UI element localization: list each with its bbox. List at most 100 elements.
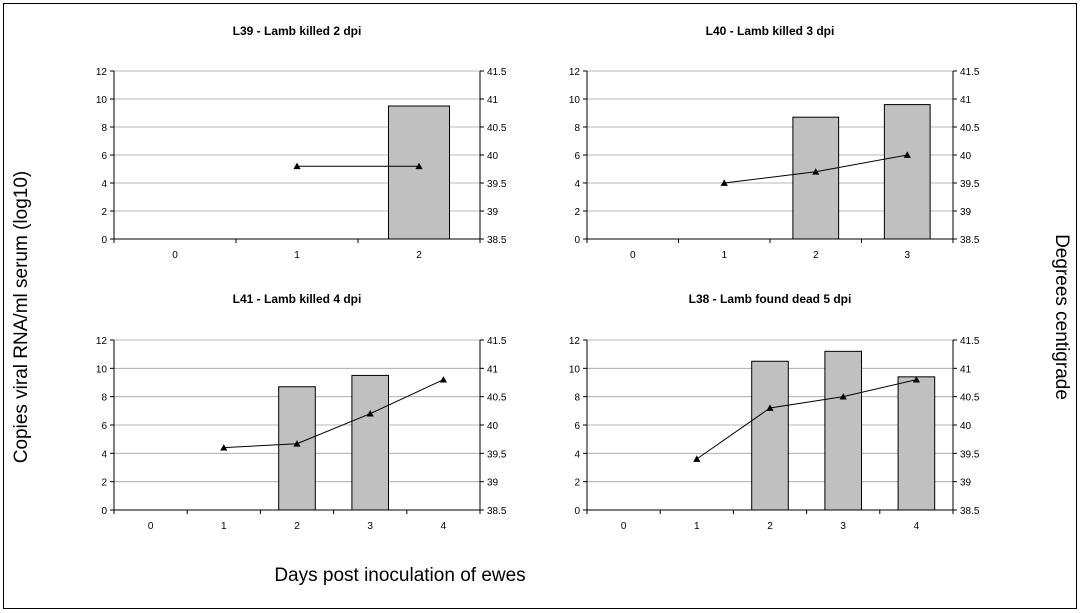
y-tick-label: 12 — [96, 67, 108, 78]
y-tick-label: 0 — [574, 235, 580, 246]
y-tick-label: 8 — [574, 123, 580, 134]
y2-tick-label: 39 — [487, 207, 499, 218]
chart-panel-2: L40 - Lamb killed 3 dpi02468101238.53939… — [569, 24, 980, 261]
temperature-point — [366, 410, 374, 417]
y-tick-label: 6 — [101, 151, 107, 162]
temperature-line — [223, 379, 444, 449]
y-tick-label: 8 — [101, 393, 107, 404]
figure-frame — [3, 3, 1077, 609]
y-tick-label: 10 — [569, 95, 581, 106]
y2-tick-label: 40 — [960, 151, 972, 162]
y2-tick-label: 38.5 — [487, 235, 507, 246]
y2-tick-label: 39 — [960, 207, 972, 218]
y2-tick-label: 40.5 — [487, 123, 507, 134]
y2-tick-label: 38.5 — [487, 506, 507, 517]
y2-tick-label: 41 — [487, 364, 499, 375]
x-tick-label: 3 — [367, 521, 373, 532]
y-tick-label: 6 — [574, 151, 580, 162]
y2-tick-label: 40.5 — [960, 123, 980, 134]
y2-tick-label: 40 — [487, 421, 499, 432]
y2-tick-label: 40.5 — [960, 393, 980, 404]
y2-tick-label: 39.5 — [960, 179, 980, 190]
x-tick-label: 1 — [694, 521, 700, 532]
y-tick-label: 0 — [574, 506, 580, 517]
y-tick-label: 10 — [96, 364, 108, 375]
x-tick-label: 2 — [416, 250, 422, 261]
temperature-point — [912, 376, 920, 383]
bar — [351, 374, 389, 511]
bar — [751, 360, 789, 511]
temperature-point — [839, 393, 847, 400]
x-tick-label: 1 — [221, 521, 227, 532]
y-tick-label: 0 — [101, 506, 107, 517]
temperature-point — [293, 440, 301, 447]
chart-panel-1: L39 - Lamb killed 2 dpi02468101238.53939… — [96, 24, 507, 261]
y-tick-label: 4 — [574, 449, 580, 460]
y-tick-label: 4 — [574, 179, 580, 190]
y-tick-label: 6 — [101, 421, 107, 432]
temperature-line — [696, 379, 917, 460]
y2-tick-label: 39.5 — [960, 449, 980, 460]
y2-tick-label: 41.5 — [960, 336, 980, 347]
y-tick-label: 4 — [101, 179, 107, 190]
temperature-point — [693, 455, 701, 462]
bar — [883, 104, 931, 240]
x-tick-label: 2 — [767, 521, 773, 532]
temperature-point — [220, 444, 228, 451]
x-tick-label: 4 — [441, 521, 447, 532]
bar — [278, 386, 316, 511]
x-tick-label: 2 — [813, 250, 819, 261]
y-tick-label: 12 — [569, 67, 581, 78]
y-tick-label: 6 — [574, 421, 580, 432]
y-axis-left-label: Copies viral RNA/ml serum (log10) — [11, 170, 32, 464]
temperature-point — [415, 162, 423, 170]
x-tick-label: 1 — [294, 250, 300, 261]
x-tick-label: 3 — [840, 521, 846, 532]
y2-tick-label: 41 — [487, 95, 499, 106]
temperature-point — [766, 404, 774, 411]
y-tick-label: 10 — [96, 95, 108, 106]
y2-tick-label: 40.5 — [487, 393, 507, 404]
chart-title: L38 - Lamb found dead 5 dpi — [689, 292, 852, 306]
y-tick-label: 8 — [574, 393, 580, 404]
y2-tick-label: 41 — [960, 364, 972, 375]
y-axis-right-label: Degrees centigrade — [1051, 234, 1072, 400]
temperature-point — [812, 168, 820, 175]
chart-title: L41 - Lamb killed 4 dpi — [233, 292, 362, 306]
y-tick-label: 12 — [96, 336, 108, 347]
x-tick-label: 0 — [172, 250, 178, 261]
x-tick-label: 4 — [914, 521, 920, 532]
y-tick-label: 8 — [101, 123, 107, 134]
y2-tick-label: 39 — [487, 478, 499, 489]
y-tick-label: 0 — [101, 235, 107, 246]
bar — [824, 350, 863, 511]
y-tick-label: 12 — [569, 336, 581, 347]
y2-tick-label: 40 — [960, 421, 972, 432]
bar — [792, 116, 840, 240]
chart-title: L39 - Lamb killed 2 dpi — [233, 24, 362, 38]
x-axis-label: Days post inoculation of ewes — [274, 565, 526, 586]
y2-tick-label: 41 — [960, 95, 972, 106]
x-tick-label: 0 — [621, 521, 627, 532]
y2-tick-label: 40 — [487, 151, 499, 162]
y-tick-label: 2 — [101, 207, 107, 218]
y2-tick-label: 41.5 — [487, 336, 507, 347]
temperature-point — [439, 376, 447, 383]
x-tick-label: 0 — [630, 250, 636, 261]
bar — [388, 105, 450, 240]
y-tick-label: 10 — [569, 364, 581, 375]
y2-tick-label: 39.5 — [487, 449, 507, 460]
y-tick-label: 2 — [574, 478, 580, 489]
y2-tick-label: 39.5 — [487, 179, 507, 190]
temperature-point — [720, 179, 728, 186]
y-tick-label: 2 — [574, 207, 580, 218]
y2-tick-label: 41.5 — [960, 67, 980, 78]
x-tick-label: 0 — [148, 521, 154, 532]
x-tick-label: 1 — [721, 250, 727, 261]
bar — [897, 376, 936, 511]
temperature-point — [903, 151, 911, 158]
y2-tick-label: 39 — [960, 478, 972, 489]
x-tick-label: 2 — [294, 521, 300, 532]
chart-title: L40 - Lamb killed 3 dpi — [706, 24, 835, 38]
